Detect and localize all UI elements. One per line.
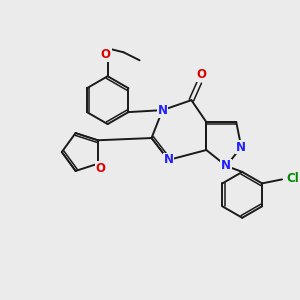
Text: O: O [196,68,206,81]
Text: N: N [158,103,167,117]
Text: O: O [101,48,111,61]
Text: O: O [96,162,106,175]
Text: N: N [164,154,173,166]
Text: N: N [221,159,231,172]
Text: N: N [236,140,246,154]
Text: Cl: Cl [286,172,299,185]
